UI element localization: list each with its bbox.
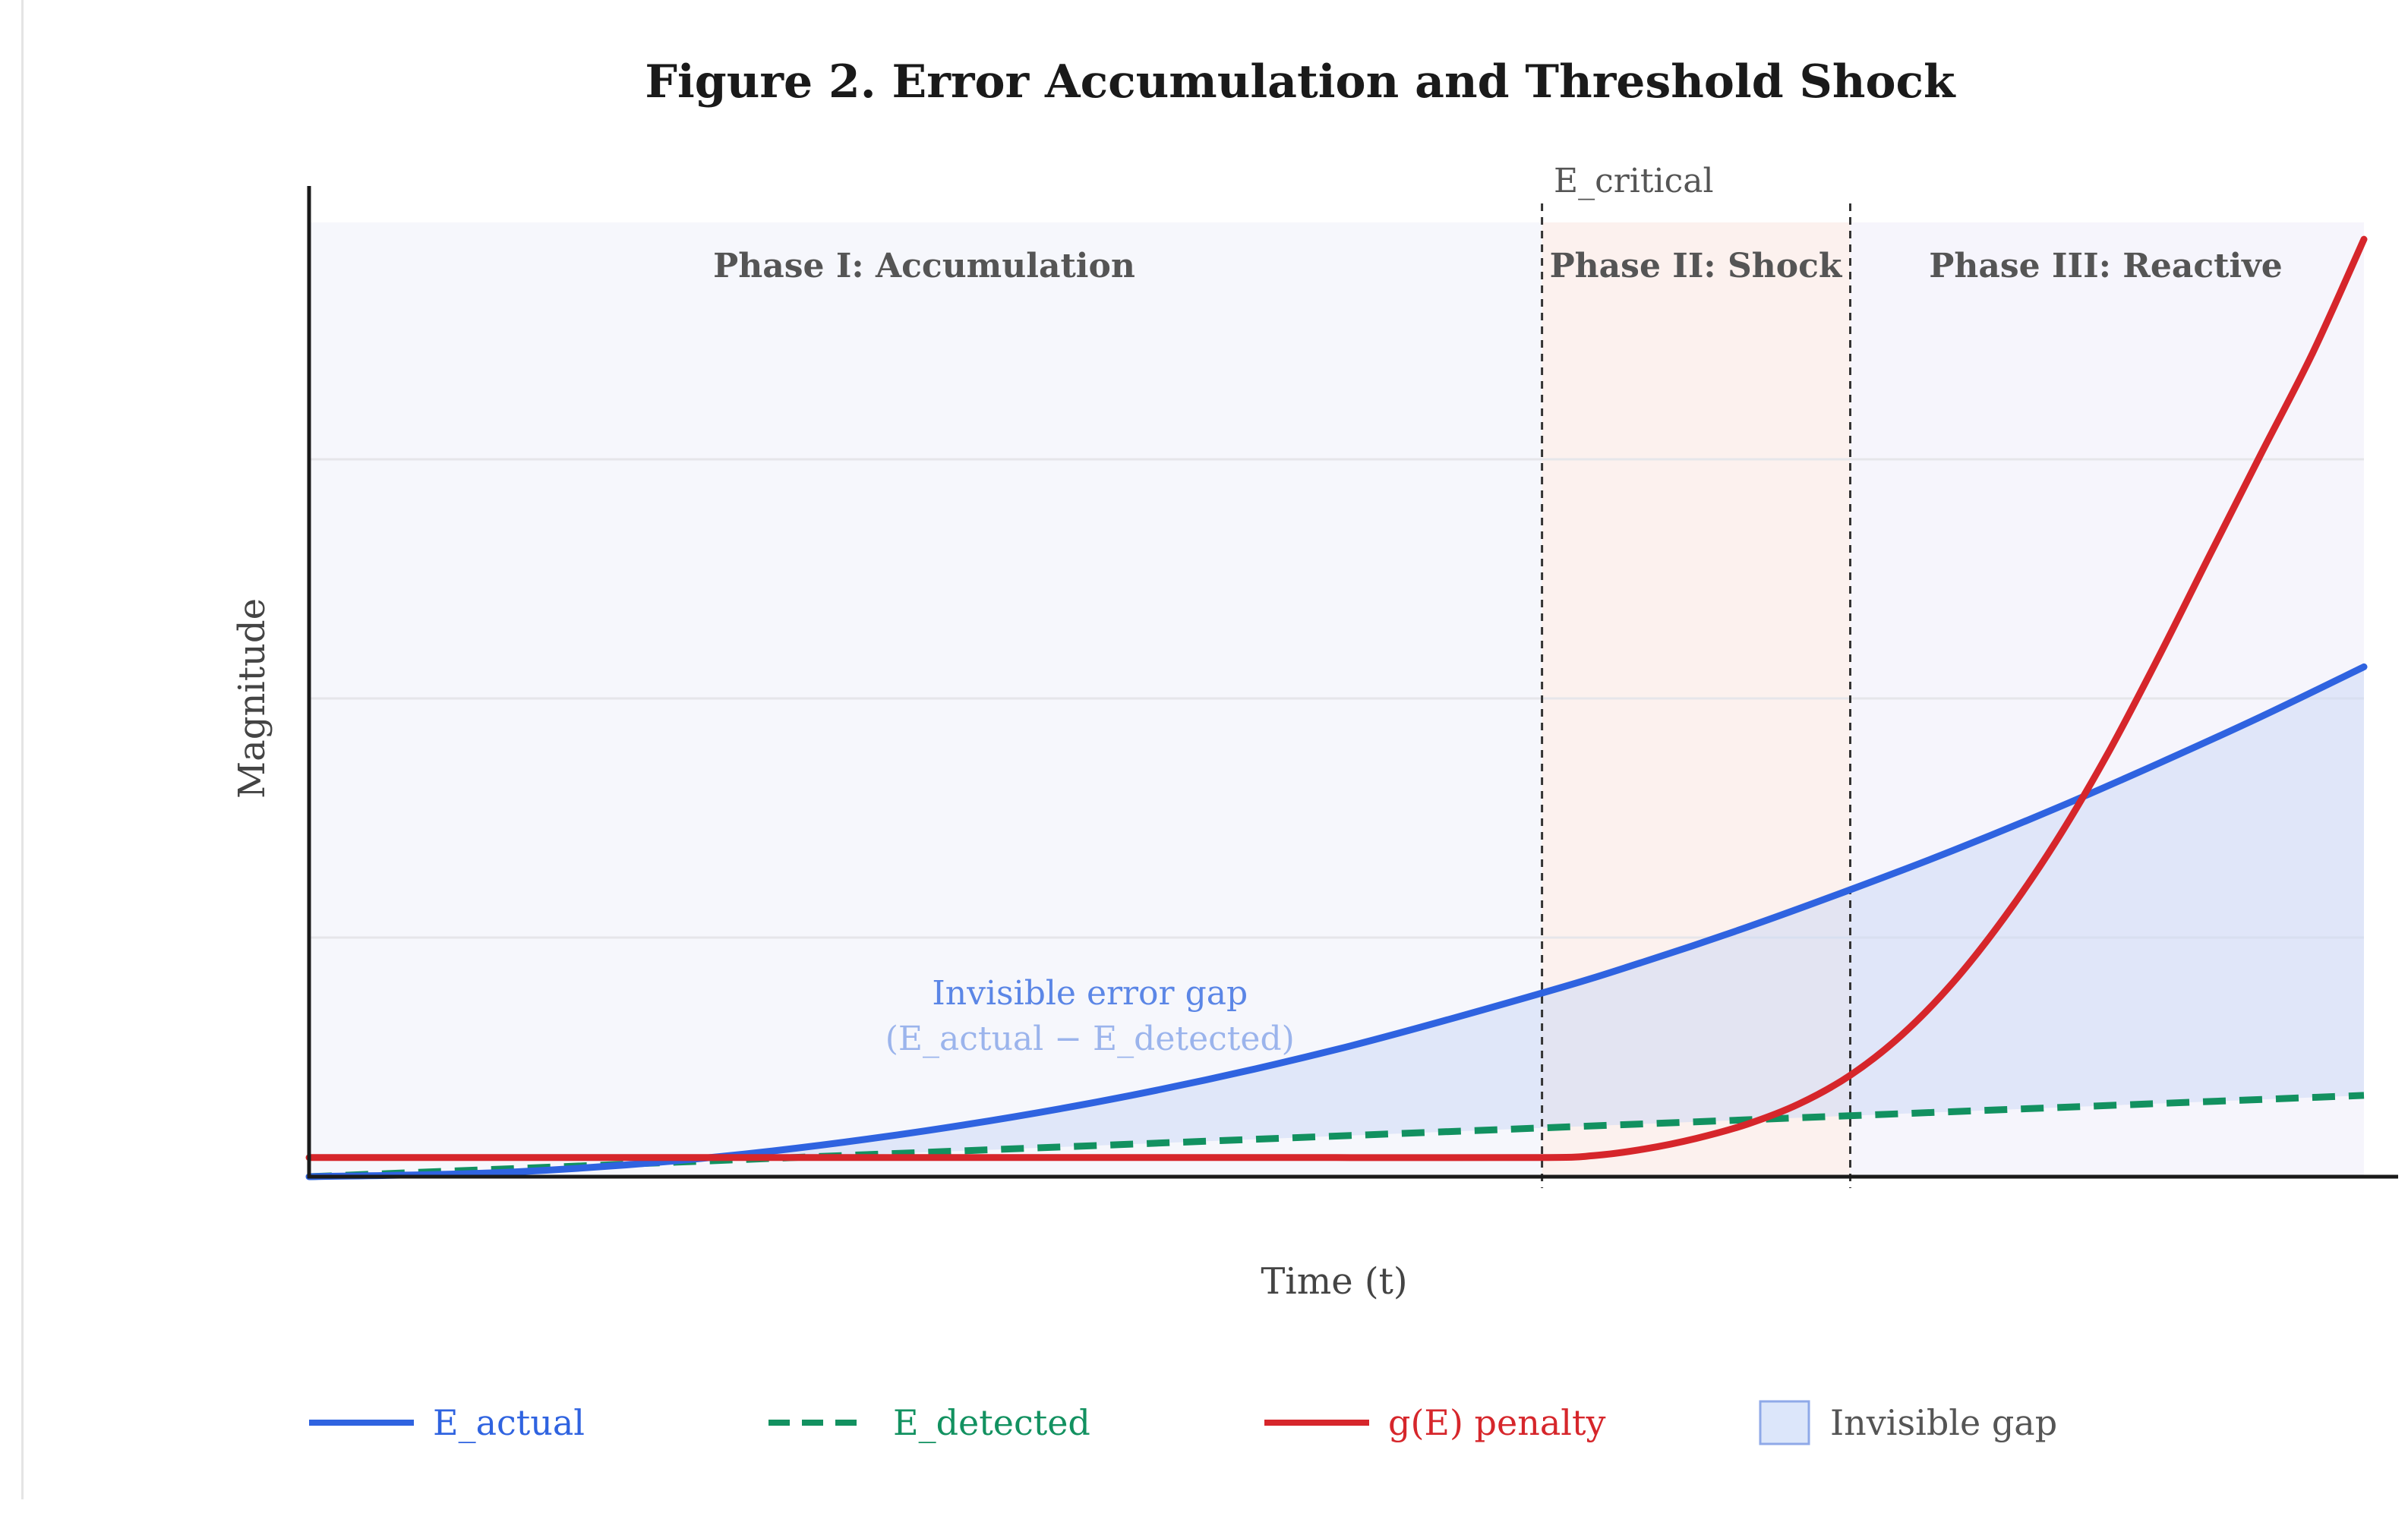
threshold-label: E_critical [1554,162,1714,200]
legend: E_actual E_detected g(E) penalty Invisib… [309,1400,2057,1445]
legend-label-e-actual: E_actual [433,1402,585,1443]
chart-title: Figure 2. Error Accumulation and Thresho… [645,55,1956,109]
y-axis-label: Magnitude [231,598,273,799]
legend-label-invisible-gap: Invisible gap [1830,1402,2057,1443]
chart-labels: Figure 2. Error Accumulation and Thresho… [231,55,2283,1303]
phase-1-label: Phase I: Accumulation [713,247,1135,285]
phase-3-label: Phase III: Reactive [1929,247,2282,285]
x-axis-label: Time (t) [1261,1260,1407,1303]
page-left-rule [21,0,24,1499]
phase-2-label: Phase II: Shock [1550,247,1843,285]
axes [307,186,2398,1179]
gap-annotation-line2: (E_actual − E_detected) [885,1020,1295,1058]
series-line-g-e-penalty [305,235,2368,1162]
legend-label-penalty: g(E) penalty [1388,1402,1605,1443]
gap-area-group [309,667,2364,1177]
invisible-gap-area [309,667,2364,1177]
legend-label-e-detected: E_detected [893,1402,1090,1443]
legend-swatch-invisible-gap [1759,1400,1810,1445]
gap-annotation-line1: Invisible error gap [932,974,1248,1013]
phase-dividers [1541,203,1851,1188]
series-lines [305,235,2368,1180]
